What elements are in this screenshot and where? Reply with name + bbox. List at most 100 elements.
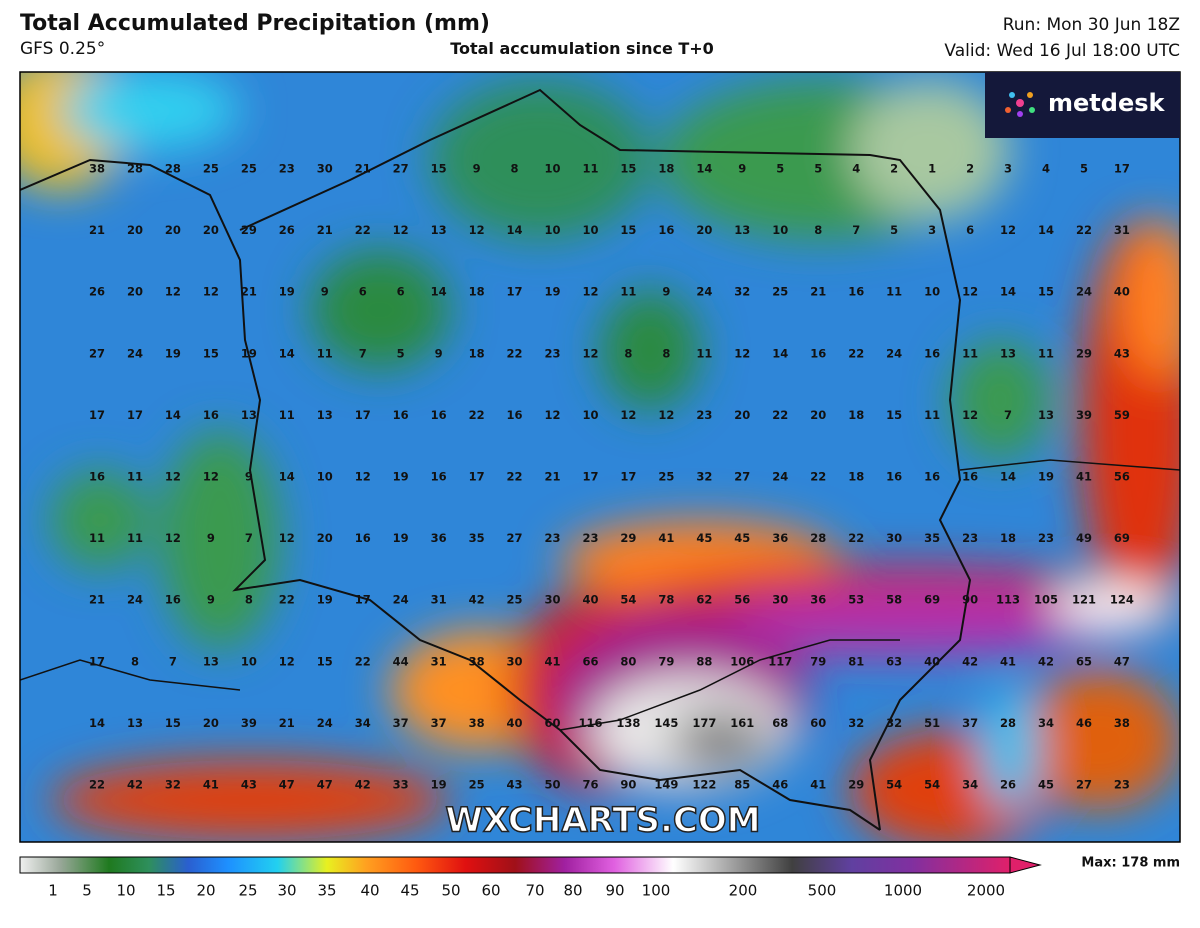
grid-value: 11 xyxy=(582,162,598,176)
grid-value: 51 xyxy=(924,716,940,730)
grid-value: 8 xyxy=(814,223,822,237)
grid-value: 42 xyxy=(1038,654,1054,668)
grid-value: 47 xyxy=(279,778,295,792)
grid-value: 15 xyxy=(620,162,636,176)
grid-value: 7 xyxy=(169,654,177,668)
grid-value: 28 xyxy=(810,531,826,545)
grid-value: 43 xyxy=(241,778,257,792)
grid-value: 18 xyxy=(1000,531,1016,545)
grid-value: 59 xyxy=(1114,408,1130,422)
grid-value: 24 xyxy=(393,593,409,607)
grid-value: 1 xyxy=(928,162,936,176)
grid-value: 18 xyxy=(848,408,864,422)
grid-value: 42 xyxy=(355,778,371,792)
grid-value: 23 xyxy=(545,531,561,545)
grid-value: 63 xyxy=(886,654,902,668)
grid-value: 66 xyxy=(582,654,598,668)
grid-value: 6 xyxy=(359,285,367,299)
grid-value: 17 xyxy=(620,470,636,484)
grid-value: 12 xyxy=(203,285,219,299)
grid-value: 80 xyxy=(620,654,636,668)
grid-value: 11 xyxy=(924,408,940,422)
grid-value: 12 xyxy=(279,654,295,668)
grid-value: 13 xyxy=(734,223,750,237)
legend-label: 5 xyxy=(82,882,92,900)
grid-value: 19 xyxy=(393,531,409,545)
grid-value: 10 xyxy=(545,162,561,176)
grid-value: 11 xyxy=(696,346,712,360)
color-bar-arrow xyxy=(1009,856,1042,874)
grid-value: 25 xyxy=(469,778,485,792)
grid-value: 12 xyxy=(165,285,181,299)
legend-label: 60 xyxy=(481,882,500,900)
grid-value: 32 xyxy=(886,716,902,730)
grid-value: 16 xyxy=(431,470,447,484)
grid-value: 60 xyxy=(810,716,826,730)
grid-value: 41 xyxy=(203,778,219,792)
grid-value: 38 xyxy=(89,162,105,176)
grid-value: 18 xyxy=(658,162,674,176)
logo-text: metdesk xyxy=(1048,89,1166,117)
grid-value: 81 xyxy=(848,654,864,668)
legend-label: 30 xyxy=(277,882,296,900)
grid-value: 13 xyxy=(1000,346,1016,360)
grid-value: 12 xyxy=(393,223,409,237)
legend-label: 20 xyxy=(196,882,215,900)
legend-label: 50 xyxy=(441,882,460,900)
grid-value: 26 xyxy=(89,285,105,299)
grid-value: 11 xyxy=(962,346,978,360)
grid-value: 16 xyxy=(507,408,523,422)
grid-value: 11 xyxy=(127,531,143,545)
legend-label: 15 xyxy=(156,882,175,900)
grid-value: 18 xyxy=(469,285,485,299)
color-bar xyxy=(19,856,1011,874)
grid-value: 40 xyxy=(582,593,598,607)
grid-value: 17 xyxy=(127,408,143,422)
grid-value: 124 xyxy=(1110,593,1134,607)
grid-value: 14 xyxy=(89,716,105,730)
grid-value: 20 xyxy=(734,408,750,422)
legend-label: 35 xyxy=(317,882,336,900)
grid-value: 12 xyxy=(203,470,219,484)
grid-value: 31 xyxy=(431,593,447,607)
grid-value: 11 xyxy=(89,531,105,545)
grid-value: 24 xyxy=(127,346,143,360)
grid-value: 21 xyxy=(279,716,295,730)
grid-value: 25 xyxy=(658,470,674,484)
grid-value: 32 xyxy=(165,778,181,792)
grid-value: 22 xyxy=(1076,223,1092,237)
grid-value: 11 xyxy=(620,285,636,299)
grid-value: 34 xyxy=(355,716,371,730)
grid-value: 23 xyxy=(1038,531,1054,545)
grid-value: 22 xyxy=(507,346,523,360)
grid-value: 17 xyxy=(355,408,371,422)
grid-value: 12 xyxy=(1000,223,1016,237)
grid-value: 8 xyxy=(624,346,632,360)
grid-value: 14 xyxy=(1000,470,1016,484)
grid-value: 138 xyxy=(616,716,640,730)
legend-label: 100 xyxy=(642,882,671,900)
grid-value: 25 xyxy=(772,285,788,299)
legend-label: 500 xyxy=(808,882,837,900)
grid-value: 16 xyxy=(658,223,674,237)
grid-value: 22 xyxy=(772,408,788,422)
grid-value: 41 xyxy=(658,531,674,545)
grid-value: 6 xyxy=(966,223,974,237)
grid-value: 5 xyxy=(814,162,822,176)
grid-value: 13 xyxy=(431,223,447,237)
grid-value: 10 xyxy=(545,223,561,237)
grid-value: 35 xyxy=(469,531,485,545)
grid-value: 117 xyxy=(768,654,792,668)
grid-value: 60 xyxy=(545,716,561,730)
grid-value: 22 xyxy=(507,470,523,484)
grid-value: 42 xyxy=(962,654,978,668)
grid-value: 23 xyxy=(582,531,598,545)
grid-value: 28 xyxy=(165,162,181,176)
grid-value: 24 xyxy=(886,346,902,360)
grid-value: 17 xyxy=(582,470,598,484)
grid-value: 22 xyxy=(279,593,295,607)
grid-value: 39 xyxy=(241,716,257,730)
grid-value: 19 xyxy=(241,346,257,360)
grid-value: 14 xyxy=(507,223,523,237)
grid-value: 14 xyxy=(1000,285,1016,299)
